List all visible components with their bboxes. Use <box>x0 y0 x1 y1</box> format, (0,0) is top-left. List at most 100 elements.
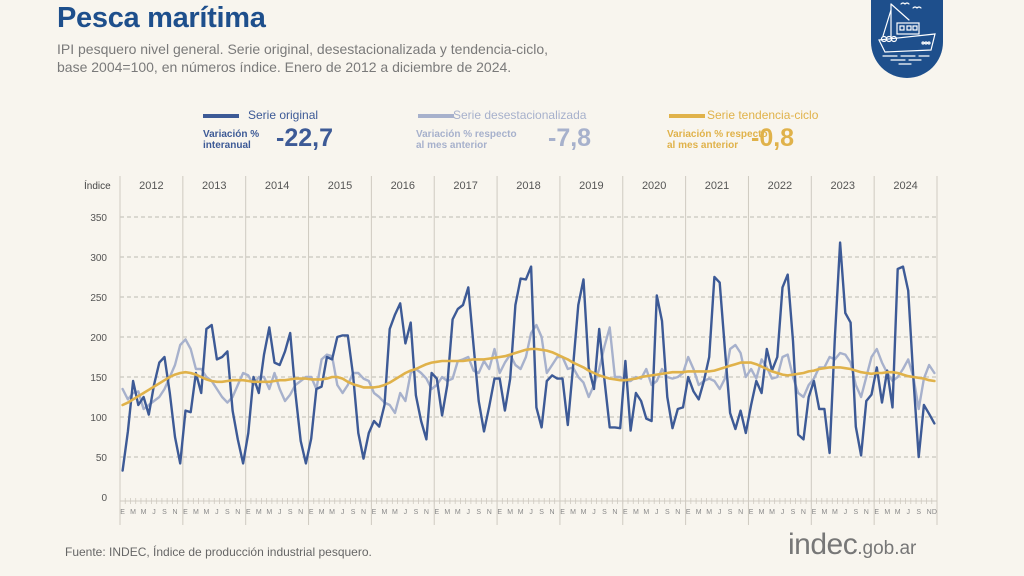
month-label: E <box>183 509 188 516</box>
subtitle-line-2: base 2004=100, en números índice. Enero … <box>57 59 512 75</box>
month-label: N <box>864 509 869 516</box>
month-label: M <box>319 509 325 516</box>
y-tick-label: 200 <box>90 333 107 344</box>
month-label: M <box>266 509 272 516</box>
variation-label-line-1: Variación % <box>203 129 260 140</box>
month-label: N <box>675 509 680 516</box>
variation-value-desestacionalizada: -7,8 <box>548 124 592 152</box>
month-label: J <box>906 509 910 516</box>
month-label: S <box>351 509 356 516</box>
month-label: J <box>404 509 408 516</box>
year-label: 2017 <box>453 180 477 192</box>
month-label: M <box>507 509 513 516</box>
logo-suffix: .gob.ar <box>857 538 917 559</box>
month-label: M <box>256 509 262 516</box>
month-label: S <box>665 509 670 516</box>
month-label: M <box>821 509 827 516</box>
month-label: M <box>444 509 450 516</box>
month-label: N <box>361 509 366 516</box>
year-label: 2022 <box>768 180 792 192</box>
month-label: J <box>718 509 722 516</box>
subtitle: IPI pesquero nivel general. Serie origin… <box>57 40 677 76</box>
month-label: N <box>424 509 429 516</box>
month-label: M <box>696 509 702 516</box>
month-label: M <box>581 509 587 516</box>
month-label: N <box>801 509 806 516</box>
month-label: S <box>162 509 167 516</box>
month-label: J <box>341 509 345 516</box>
month-label: M <box>895 509 901 516</box>
fishing-badge <box>871 0 943 78</box>
legend-label-original: Serie original <box>248 108 319 122</box>
month-label: M <box>455 509 461 516</box>
month-label: S <box>916 509 921 516</box>
month-label: N <box>927 509 932 516</box>
year-label: 2021 <box>705 180 729 192</box>
year-label: 2014 <box>265 180 289 192</box>
page-title: Pesca marítima <box>57 2 266 34</box>
month-label: N <box>235 509 240 516</box>
subtitle-line-1: IPI pesquero nivel general. Serie origin… <box>57 41 549 57</box>
series-line-serie-tendencia-ciclo <box>121 347 936 407</box>
month-label: E <box>497 509 502 516</box>
month-label: E <box>812 509 817 516</box>
y-tick-label: 100 <box>90 413 107 424</box>
month-label: M <box>706 509 712 516</box>
y-tick-label: 250 <box>90 293 107 304</box>
month-label: S <box>225 509 230 516</box>
variation-label-desestacionalizada: Variación % respecto al mes anterior <box>416 129 517 151</box>
variation-value-original: -22,7 <box>276 124 333 152</box>
series-line-serie-original <box>121 241 936 472</box>
year-label: 2016 <box>391 180 415 192</box>
month-label: M <box>518 509 524 516</box>
month-label: E <box>372 509 377 516</box>
variation-label-line-2: interanual <box>203 140 251 151</box>
month-label: S <box>476 509 481 516</box>
month-label: N <box>738 509 743 516</box>
year-label: 2023 <box>830 180 854 192</box>
series-line-serie-desestacionalizada <box>121 323 936 415</box>
legend-label-tendencia: Serie tendencia-ciclo <box>707 108 819 122</box>
month-label: J <box>781 509 785 516</box>
month-label: M <box>643 509 649 516</box>
year-label: 2020 <box>642 180 666 192</box>
month-label: M <box>633 509 639 516</box>
month-label: E <box>874 509 879 516</box>
month-label: E <box>560 509 565 516</box>
month-label: M <box>769 509 775 516</box>
indec-logo[interactable]: indec.gob.ar <box>788 528 916 562</box>
month-label: N <box>550 509 555 516</box>
legend-swatch-desestacionalizada <box>418 114 454 118</box>
y-tick-label: 50 <box>96 453 108 464</box>
month-label: M <box>832 509 838 516</box>
month-label: S <box>728 509 733 516</box>
year-label: 2012 <box>139 180 163 192</box>
month-label: J <box>529 509 533 516</box>
month-label: E <box>623 509 628 516</box>
y-tick-label: 0 <box>101 493 107 504</box>
month-label: E <box>246 509 251 516</box>
month-label: S <box>791 509 796 516</box>
y-tick-label: 150 <box>90 373 107 384</box>
month-label: J <box>467 509 471 516</box>
month-label: N <box>612 509 617 516</box>
y-tick-label: 350 <box>90 213 107 224</box>
month-label: E <box>435 509 440 516</box>
month-label: M <box>130 509 136 516</box>
month-label: E <box>120 509 125 516</box>
month-label: N <box>487 509 492 516</box>
year-label: 2018 <box>516 180 540 192</box>
month-label: E <box>686 509 691 516</box>
month-label: M <box>203 509 209 516</box>
variation-label-line-2: al mes anterior <box>667 140 739 151</box>
variation-label-tendencia: Variación % respecto al mes anterior <box>667 129 768 151</box>
year-label: 2024 <box>893 180 917 192</box>
fishing-boat-icon <box>878 2 936 65</box>
month-label: E <box>749 509 754 516</box>
legend-label-desestacionalizada: Serie desestacionalizada <box>453 108 587 122</box>
variation-label-line-1: Variación % respecto <box>416 129 517 140</box>
year-label: 2013 <box>202 180 226 192</box>
month-label: D <box>932 509 937 516</box>
month-label: M <box>392 509 398 516</box>
